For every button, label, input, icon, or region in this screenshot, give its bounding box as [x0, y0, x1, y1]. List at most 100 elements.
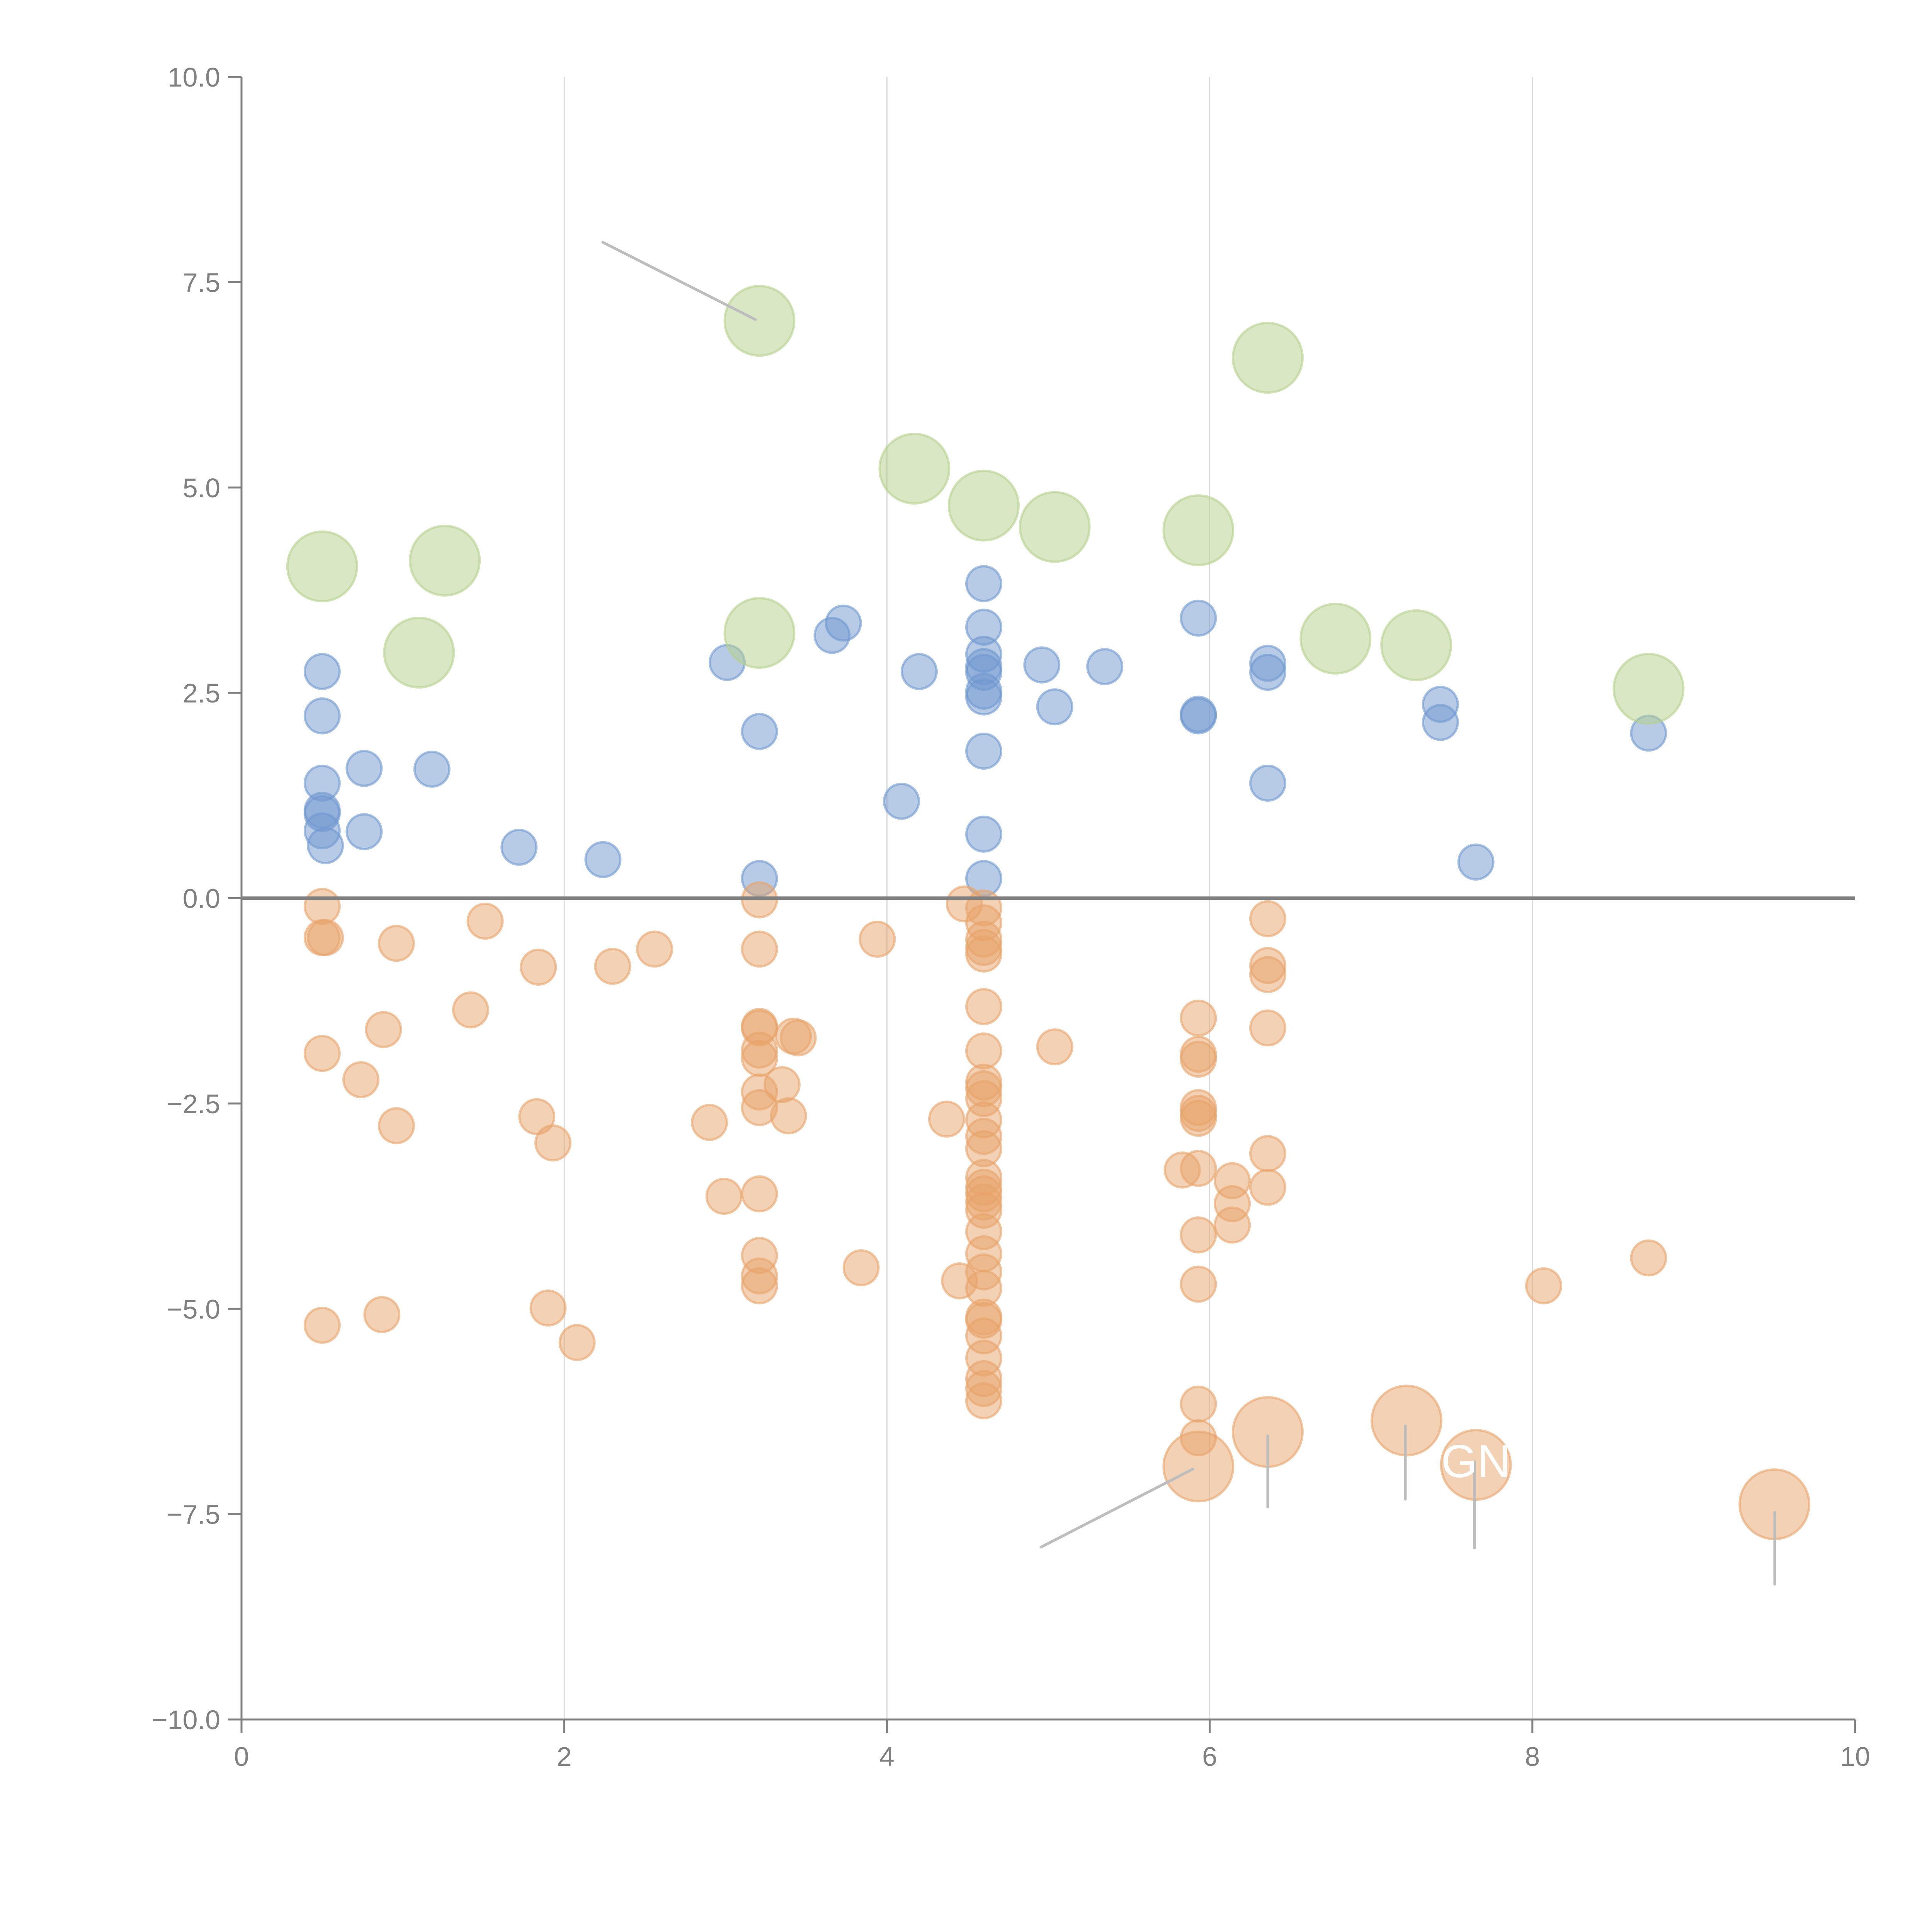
x-tick-label: 4: [879, 1742, 895, 1772]
point-blue-30: [1036, 688, 1073, 726]
point-blue-0: [303, 653, 341, 690]
point-orange-81: [1180, 1265, 1217, 1303]
point-green-large-10: [1299, 602, 1372, 675]
point-blue-8: [345, 813, 383, 850]
leader-line-bottom-center: [1039, 1468, 1194, 1549]
x-tick-label: 2: [557, 1742, 572, 1772]
point-green-large-0: [286, 530, 358, 602]
point-blue-9: [413, 750, 451, 788]
point-orange-6: [365, 1011, 402, 1048]
point-green-large-9: [1231, 321, 1304, 394]
point-orange-47: [965, 988, 1002, 1026]
point-blue-40: [1457, 843, 1495, 881]
x-tick-label: 8: [1525, 1742, 1540, 1772]
y-tick-label: 2.5: [183, 678, 220, 708]
point-orange-11: [466, 903, 504, 940]
point-orange-78: [1180, 1100, 1217, 1137]
point-blue-29: [1023, 646, 1061, 684]
point-blue-13: [741, 713, 778, 750]
point-blue-36: [1249, 653, 1286, 691]
leader-line-top: [601, 241, 757, 321]
point-green-large-6: [947, 469, 1020, 542]
point-blue-11: [584, 841, 622, 878]
x-tick-label: 6: [1202, 1742, 1217, 1772]
point-green-large-12: [1612, 653, 1685, 725]
point-blue-6: [307, 827, 344, 864]
x-tick-label: 0: [234, 1742, 249, 1772]
point-orange-29: [741, 1175, 778, 1213]
point-orange-36: [779, 1019, 817, 1056]
point-orange-79: [1180, 1150, 1217, 1187]
x-tick-label: 10: [1840, 1742, 1870, 1772]
point-orange-80: [1180, 1216, 1217, 1253]
point-orange-17: [594, 947, 631, 985]
point-orange-34: [770, 1097, 807, 1134]
point-orange-9: [378, 1107, 415, 1145]
point-blue-27: [965, 815, 1002, 853]
point-orange-22: [741, 930, 778, 968]
point-orange-15: [534, 1124, 571, 1162]
y-tick-label: −2.5: [167, 1089, 220, 1119]
point-orange-16: [558, 1324, 596, 1361]
point-orange-87: [1249, 900, 1286, 937]
point-orange-20: [705, 1178, 743, 1215]
point-orange-46: [965, 935, 1002, 973]
point-orange-70: [965, 1382, 1002, 1420]
y-tick-label: 0.0: [183, 884, 220, 914]
y-tick-label: −10.0: [152, 1705, 220, 1735]
point-green-large-5: [878, 432, 951, 505]
point-blue-7: [345, 750, 383, 787]
point-blue-26: [965, 733, 1002, 770]
point-orange-large-3: [1440, 1429, 1512, 1501]
point-orange-2: [307, 919, 344, 956]
point-orange-33: [763, 1066, 801, 1103]
point-blue-37: [1249, 764, 1286, 802]
point-green-large-4: [723, 285, 796, 357]
point-orange-39: [928, 1100, 965, 1138]
point-orange-86: [1214, 1206, 1251, 1244]
point-blue-19: [965, 565, 1002, 602]
point-orange-4: [303, 1306, 341, 1344]
data-points: [286, 285, 1811, 1541]
point-orange-37: [842, 1249, 880, 1286]
point-green-large-11: [1380, 609, 1452, 681]
point-orange-8: [378, 925, 415, 962]
point-blue-25: [965, 678, 1002, 716]
y-tick-label: −7.5: [167, 1500, 220, 1530]
point-orange-90: [1249, 1009, 1286, 1047]
point-orange-10: [452, 991, 489, 1029]
y-tick-label: 7.5: [183, 267, 220, 298]
point-blue-16: [825, 604, 862, 642]
point-orange-89: [1249, 956, 1286, 993]
point-blue-18: [900, 653, 938, 690]
point-green-large-3: [723, 597, 796, 669]
point-orange-82: [1180, 1385, 1217, 1423]
point-green-large-1: [383, 616, 455, 689]
point-orange-91: [1249, 1135, 1286, 1172]
point-blue-17: [883, 782, 920, 820]
point-green-large-8: [1162, 494, 1235, 566]
point-orange-3: [303, 1035, 341, 1072]
point-orange-12: [520, 949, 557, 986]
point-blue-39: [1422, 704, 1459, 741]
point-orange-7: [363, 1296, 401, 1333]
point-orange-93: [1525, 1267, 1563, 1304]
point-orange-94: [1630, 1239, 1667, 1277]
point-orange-73: [1180, 999, 1217, 1037]
point-orange-5: [342, 1061, 380, 1099]
y-tick-label: −5.0: [167, 1294, 220, 1324]
y-tick-label: 10.0: [168, 62, 220, 92]
y-tick-label: 5.0: [183, 473, 220, 503]
point-blue-32: [1180, 599, 1217, 637]
point-orange-32: [741, 1267, 778, 1304]
point-blue-1: [303, 697, 341, 735]
point-orange-0: [303, 888, 341, 925]
point-orange-14: [529, 1289, 567, 1327]
point-orange-large-0: [1162, 1430, 1235, 1503]
point-labels: GN: [1441, 1435, 1511, 1487]
axes: 0 2 4 6 8 10 10.0 7.5 5.0 2.5 0.0 −2.5 −5.0 −7.5 −10.0: [152, 62, 1870, 1772]
point-blue-34: [1180, 697, 1217, 735]
point-orange-48: [965, 1032, 1002, 1070]
annotation-leaders: [601, 241, 1776, 1586]
